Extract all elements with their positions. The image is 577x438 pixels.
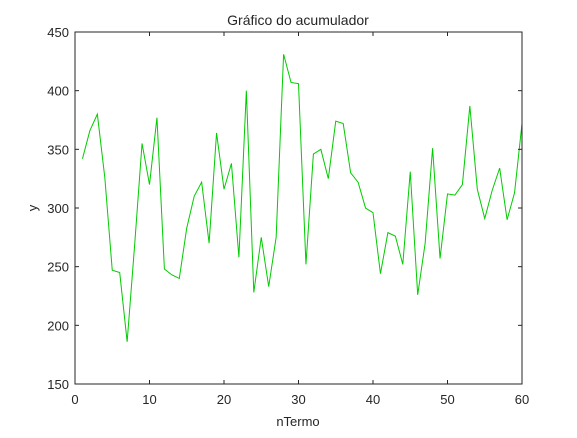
y-tick-label: 300 [47,201,69,216]
x-axis-title: nTermo [276,414,319,429]
x-tick-label: 0 [71,392,78,407]
y-tick-label: 250 [47,260,69,275]
x-tick-label: 40 [366,392,380,407]
plot-area [81,54,523,342]
x-tick-label: 30 [291,392,305,407]
y-tick-label: 350 [47,142,69,157]
y-tick-label: 400 [47,84,69,99]
x-tick-label: 20 [217,392,231,407]
series-line [81,54,523,342]
x-tick-label: 10 [142,392,156,407]
y-tick-label: 150 [47,377,69,392]
y-tick-label: 200 [47,318,69,333]
x-tick-label: 60 [515,392,529,407]
axes: 0 10 20 30 40 50 60 150 200 250 300 350 400 450 [47,25,529,407]
y-axis-title: y [25,204,40,211]
y-tick-label: 450 [47,25,69,40]
chart-title: Gráfico do acumulador [227,12,369,28]
x-tick-label: 50 [440,392,454,407]
